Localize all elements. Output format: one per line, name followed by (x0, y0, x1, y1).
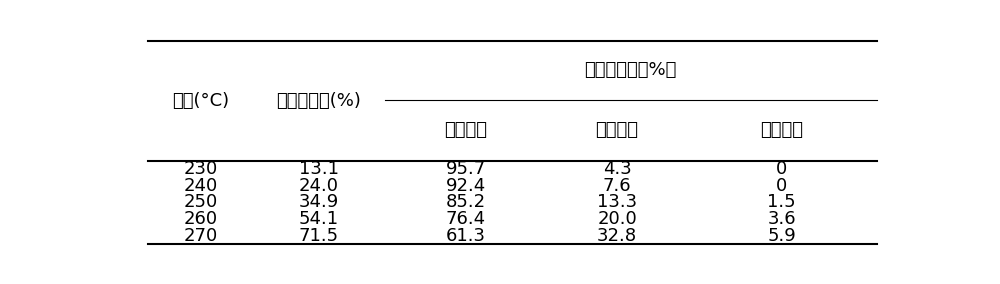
Text: 甲酸甲酯: 甲酸甲酯 (445, 121, 488, 139)
Text: 85.2: 85.2 (446, 193, 486, 212)
Text: 76.4: 76.4 (446, 210, 486, 228)
Text: 3.6: 3.6 (767, 210, 796, 228)
Text: 1.5: 1.5 (767, 193, 796, 212)
Text: 20.0: 20.0 (597, 210, 637, 228)
Text: 95.7: 95.7 (446, 160, 486, 178)
Text: 13.1: 13.1 (299, 160, 339, 178)
Text: 二氧化碳: 二氧化碳 (760, 121, 803, 139)
Text: 一氧化碳: 一氧化碳 (596, 121, 639, 139)
Text: 270: 270 (183, 227, 218, 245)
Text: 230: 230 (183, 160, 218, 178)
Text: 0: 0 (776, 160, 787, 178)
Text: 240: 240 (183, 177, 218, 195)
Text: 0: 0 (776, 177, 787, 195)
Text: 61.3: 61.3 (446, 227, 486, 245)
Text: 92.4: 92.4 (446, 177, 486, 195)
Text: 260: 260 (184, 210, 218, 228)
Text: 产物选择性（%）: 产物选择性（%） (584, 61, 677, 79)
Text: 7.6: 7.6 (603, 177, 631, 195)
Text: 4.3: 4.3 (603, 160, 632, 178)
Text: 54.1: 54.1 (299, 210, 339, 228)
Text: 71.5: 71.5 (299, 227, 339, 245)
Text: 5.9: 5.9 (767, 227, 796, 245)
Text: 34.9: 34.9 (299, 193, 339, 212)
Text: 32.8: 32.8 (597, 227, 637, 245)
Text: 250: 250 (183, 193, 218, 212)
Text: 24.0: 24.0 (299, 177, 339, 195)
Text: 甲醇转化率(%): 甲醇转化率(%) (276, 92, 361, 110)
Text: 13.3: 13.3 (597, 193, 637, 212)
Text: 温度(°C): 温度(°C) (172, 92, 229, 110)
